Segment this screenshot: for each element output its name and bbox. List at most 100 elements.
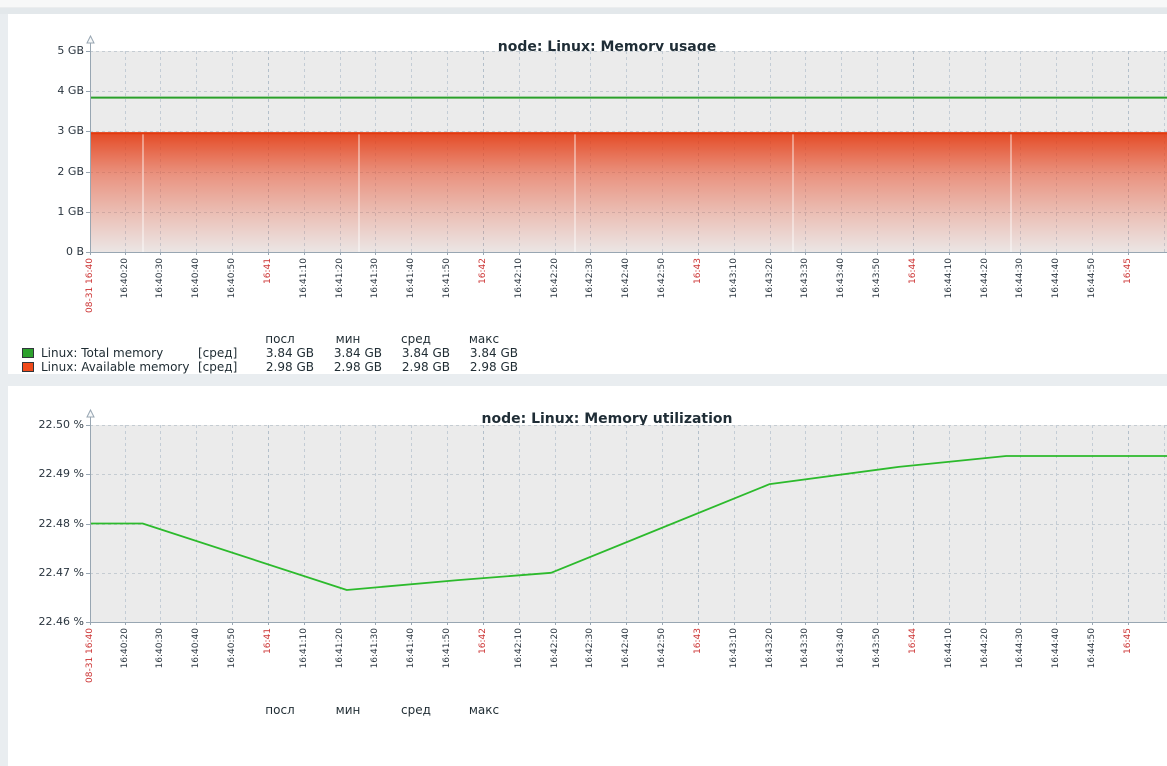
x-axis-label: 16:44 <box>908 258 918 284</box>
x-axis-label: 16:44:30 <box>1015 258 1025 299</box>
x-axis-label: 16:41:30 <box>370 628 380 669</box>
x-axis-label: 16:45 <box>1123 628 1133 654</box>
x-axis-label: 16:44:20 <box>980 258 990 299</box>
x-axis-label: 16:41:50 <box>442 258 452 299</box>
x-axis-label: 16:40:40 <box>191 258 201 299</box>
legend-header-row: посл мин сред макс <box>22 332 518 346</box>
x-axis-label: 16:41 <box>263 258 273 284</box>
y-axis-label: 22.48 % <box>38 517 84 530</box>
x-axis-label: 16:43 <box>693 628 703 654</box>
x-axis-label: 16:41:20 <box>335 258 345 299</box>
x-axis-label: 16:42:40 <box>621 258 631 299</box>
legend-header-row: посл мин сред макс <box>22 703 518 717</box>
legend-stat-header: мин <box>335 332 361 346</box>
x-axis-label: 16:44:50 <box>1087 628 1097 669</box>
x-axis-label: 16:43:20 <box>765 628 775 669</box>
x-axis-label: 16:43:50 <box>872 258 882 299</box>
top-edge-strip <box>0 0 1167 8</box>
x-axis-label: 08-31 16:40 <box>85 258 95 313</box>
x-axis-label: 16:42:40 <box>621 628 631 669</box>
x-axis-label: 16:44:10 <box>944 258 954 299</box>
series-stat-value: 3.84 GB <box>401 346 450 360</box>
x-axis-label: 16:44:40 <box>1051 258 1061 299</box>
legend-stat-header: макс <box>468 703 500 717</box>
x-axis-label: 16:41:20 <box>335 628 345 669</box>
series-stat-value: 2.98 GB <box>265 360 314 374</box>
series-stat-value: 3.84 GB <box>333 346 382 360</box>
y-axis-label: 22.46 % <box>38 615 84 628</box>
x-axis-label: 16:40:30 <box>155 258 165 299</box>
x-axis-label: 16:40:50 <box>227 628 237 669</box>
x-axis-label: 16:45 <box>1123 258 1133 284</box>
x-axis-label: 16:41 <box>263 628 273 654</box>
legend-stat-header: сред <box>401 332 431 346</box>
series-color-swatch <box>22 348 34 358</box>
x-axis-label: 16:41:10 <box>299 628 309 669</box>
x-axis-label: 16:41:30 <box>370 258 380 299</box>
legend-stat-header: сред <box>401 703 431 717</box>
memory-utilization-plot[interactable] <box>8 386 1167 766</box>
legend-stat-header: мин <box>335 703 361 717</box>
y-axis-label: 22.49 % <box>38 467 84 480</box>
legend-row: Linux: Available memory [сред] 2.98 GB 2.98… <box>22 360 518 374</box>
x-axis-label: 16:40:30 <box>155 628 165 669</box>
series-color-swatch <box>22 362 34 372</box>
x-axis-label: 16:43:50 <box>872 628 882 669</box>
series-stat-value: 2.98 GB <box>333 360 382 374</box>
y-axis-label: 4 GB <box>57 84 84 97</box>
x-axis-label: 16:42:50 <box>657 258 667 299</box>
x-axis-label: 16:42:20 <box>550 628 560 669</box>
x-axis-label: 08-31 16:40 <box>85 628 95 683</box>
x-axis-label: 16:40:50 <box>227 258 237 299</box>
legend-row: Linux: Total memory [сред] 3.84 GB 3.84 GB 3… <box>22 346 518 360</box>
x-axis-label: 16:41:40 <box>406 258 416 299</box>
x-axis-label: 16:42:10 <box>514 628 524 669</box>
y-axis-label: 22.47 % <box>38 566 84 579</box>
x-axis-label: 16:40:40 <box>191 628 201 669</box>
y-axis-label: 0 B <box>65 245 84 258</box>
y-axis-label: 22.50 % <box>38 418 84 431</box>
x-axis-label: 16:44:40 <box>1051 628 1061 669</box>
x-axis-label: 16:44:10 <box>944 628 954 669</box>
y-axis-label: 5 GB <box>57 44 84 57</box>
x-axis-label: 16:43:10 <box>729 628 739 669</box>
series-aggregation: [сред] <box>198 346 238 360</box>
x-axis-label: 16:41:10 <box>299 258 309 299</box>
x-axis-label: 16:42:50 <box>657 628 667 669</box>
memory-usage-title: node: Linux: Memory usage <box>497 38 717 55</box>
series-aggregation: [сред] <box>198 360 238 374</box>
x-axis-label: 16:43:10 <box>729 258 739 299</box>
top-edge-strip-2 <box>0 8 1167 14</box>
series-label: Linux: Available memory <box>41 360 190 374</box>
x-axis-label: 16:42 <box>478 258 488 284</box>
x-axis-label: 16:43:30 <box>800 628 810 669</box>
x-axis-label: 16:43:40 <box>836 258 846 299</box>
x-axis-label: 16:42:10 <box>514 258 524 299</box>
memory-utilization-legend: посл мин сред макс <box>22 703 518 717</box>
x-axis-label: 16:42:30 <box>585 258 595 299</box>
series-label: Linux: Total memory <box>41 346 164 360</box>
legend-stat-header: макс <box>468 332 500 346</box>
x-axis-label: 16:43 <box>693 258 703 284</box>
x-axis-label: 16:44:20 <box>980 628 990 669</box>
series-stat-value: 3.84 GB <box>469 346 518 360</box>
x-axis-label: 16:40:20 <box>120 628 130 669</box>
x-axis-label: 16:41:50 <box>442 628 452 669</box>
x-axis-label: 16:43:20 <box>765 258 775 299</box>
y-axis-label: 3 GB <box>57 124 84 137</box>
x-axis-label: 16:43:40 <box>836 628 846 669</box>
x-axis-label: 16:44:50 <box>1087 258 1097 299</box>
x-axis-label: 16:44 <box>908 628 918 654</box>
memory-usage-plot[interactable] <box>8 14 1167 374</box>
series-stat-value: 2.98 GB <box>401 360 450 374</box>
x-axis-label: 16:42 <box>478 628 488 654</box>
y-axis-label: 1 GB <box>57 205 84 218</box>
memory-utilization-widget: node: Linux: Memory utilization 22.50 % 2… <box>8 386 1167 766</box>
memory-usage-widget: node: Linux: Memory usage 5 GB 4 GB 3 GB 2 … <box>8 14 1167 374</box>
y-axis-label: 2 GB <box>57 165 84 178</box>
x-axis-label: 16:44:30 <box>1015 628 1025 669</box>
memory-utilization-title: node: Linux: Memory utilization <box>481 410 733 427</box>
memory-usage-legend: посл мин сред макс Linux: Total memory [сред]… <box>22 332 518 374</box>
x-axis-label: 16:43:30 <box>800 258 810 299</box>
x-axis-label: 16:42:30 <box>585 628 595 669</box>
